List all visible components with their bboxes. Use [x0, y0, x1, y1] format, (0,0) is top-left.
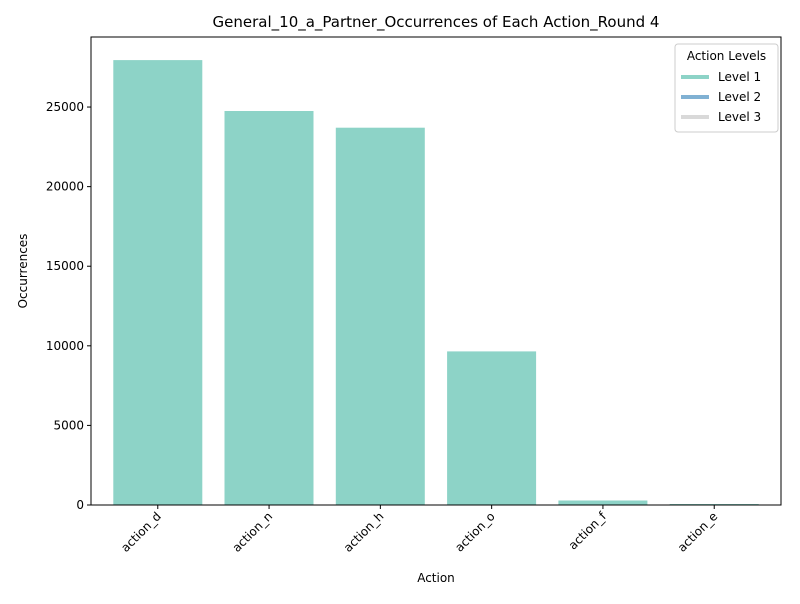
- y-axis-label: Occurrences: [16, 234, 30, 309]
- bar-action_n: [224, 111, 314, 505]
- y-tick-label: 25000: [46, 100, 84, 114]
- legend-label: Level 2: [718, 90, 761, 104]
- x-tick-label: action_n: [230, 509, 276, 555]
- x-tick-label: action_d: [118, 509, 164, 555]
- y-tick-label: 5000: [53, 418, 84, 432]
- legend-box: [674, 43, 779, 133]
- chart-title: General_10_a_Partner_Occurrences of Each…: [213, 13, 660, 32]
- x-axis-label: Action: [417, 571, 455, 585]
- y-tick-label: 0: [76, 498, 84, 512]
- y-tick-label: 15000: [46, 259, 84, 273]
- x-tick-label: action_h: [341, 509, 387, 555]
- legend-title: Action Levels: [687, 49, 766, 63]
- legend: Action Levels Level 1 Level 2 Level 3: [674, 43, 779, 133]
- x-tick-label: action_f: [566, 509, 610, 553]
- y-tick-label: 20000: [46, 180, 84, 194]
- bar-action_f: [558, 500, 648, 505]
- bar-action_h: [335, 127, 425, 505]
- x-tick-label: action_o: [452, 509, 497, 554]
- bar-action_o: [447, 351, 537, 505]
- bar-action_d: [113, 60, 203, 505]
- y-tick-label: 10000: [46, 339, 84, 353]
- legend-label: Level 1: [718, 70, 761, 84]
- bars-layer: [113, 60, 759, 505]
- x-tick-label: action_e: [675, 509, 720, 554]
- plot-frame: [90, 36, 782, 506]
- legend-label: Level 3: [718, 110, 761, 124]
